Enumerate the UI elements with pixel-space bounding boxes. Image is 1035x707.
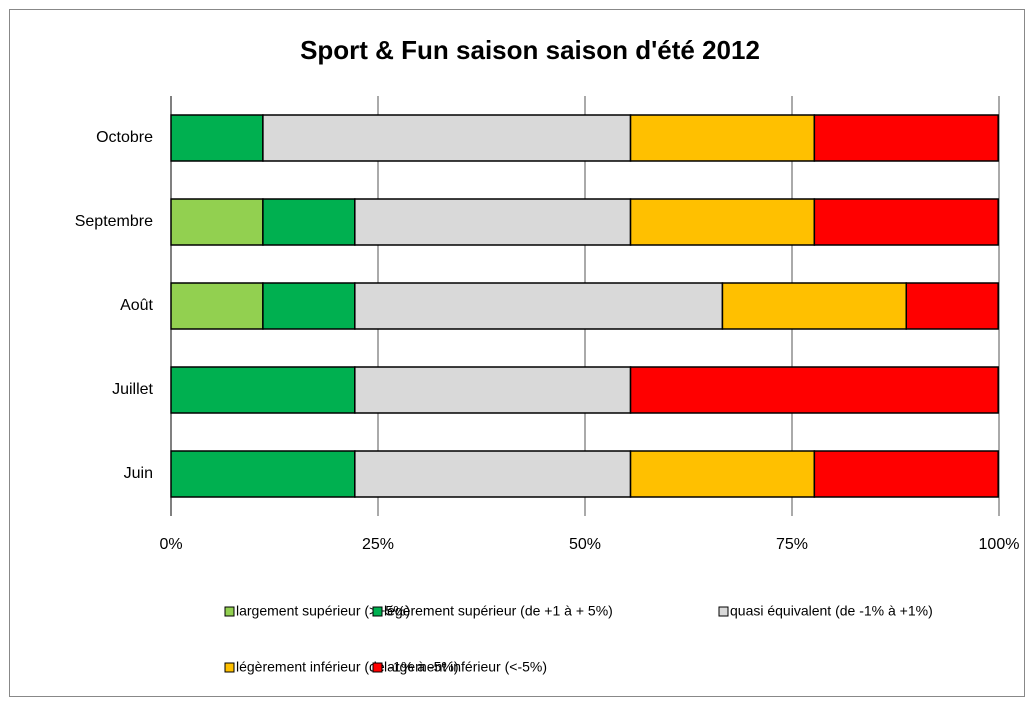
bar-segment [170,198,264,246]
legend-swatch [372,662,383,673]
bar-segment [262,114,632,162]
legend-label: légèrement inférieur (de -1% à -5%) [236,659,459,675]
bar-segment [629,114,816,162]
legend-swatch [718,606,729,617]
bar-segment [170,450,356,498]
y-tick-label: Juillet [112,381,153,398]
x-tick-label: 75% [776,536,808,553]
bar-segment [354,282,724,330]
legend-label: largement inférieur (<-5%) [384,659,547,675]
legend-swatch [224,662,235,673]
legend-swatch [224,606,235,617]
bar-segment [354,450,632,498]
bar-segment [813,450,999,498]
bar-segment [262,198,356,246]
bar-segment [170,114,264,162]
chart-title: Sport & Fun saison saison d'été 2012 [300,35,760,65]
legend-label: quasi équivalent (de -1% à +1%) [730,603,933,619]
bar-segment [905,282,999,330]
chart-border [9,9,1025,697]
bar-segment [629,450,816,498]
bar-segment [813,198,999,246]
x-tick-label: 100% [979,536,1020,553]
bar-segment [262,282,356,330]
x-tick-label: 50% [569,536,601,553]
bar-segment [721,282,908,330]
y-tick-label: Octobre [96,129,153,146]
legend-swatch [372,606,383,617]
x-tick-label: 25% [362,536,394,553]
bar-segment [170,282,264,330]
bar-segment [170,366,356,414]
y-tick-label: Septembre [75,213,153,230]
bar-segment [354,198,632,246]
bar-segment [354,366,632,414]
y-tick-label: Août [120,297,153,314]
bar-segment [629,198,816,246]
legend-label: largement supérieur (>+5%) [236,603,410,619]
x-tick-label: 0% [159,536,182,553]
bar-segment [813,114,999,162]
legend-label: légèrement supérieur (de +1 à + 5%) [384,603,613,619]
y-tick-label: Juin [124,465,153,482]
bar-segment [629,366,999,414]
